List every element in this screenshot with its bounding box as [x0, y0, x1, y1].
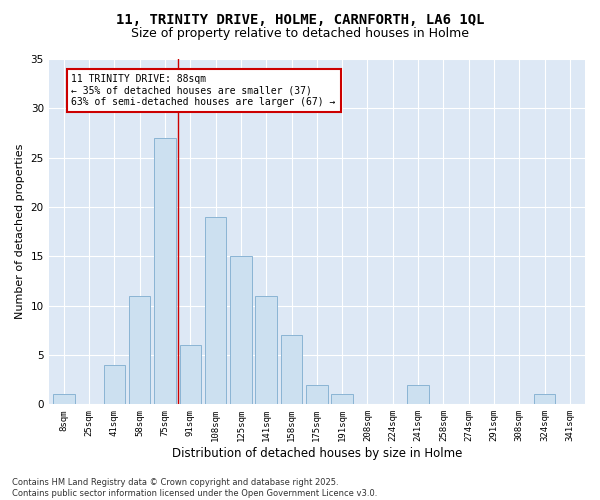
Bar	[179, 345, 201, 405]
Bar	[205, 217, 226, 404]
Bar	[154, 138, 176, 404]
Bar	[256, 296, 277, 405]
Bar	[129, 296, 151, 405]
Bar	[104, 365, 125, 405]
X-axis label: Distribution of detached houses by size in Holme: Distribution of detached houses by size …	[172, 447, 462, 460]
Bar	[331, 394, 353, 404]
Text: 11, TRINITY DRIVE, HOLME, CARNFORTH, LA6 1QL: 11, TRINITY DRIVE, HOLME, CARNFORTH, LA6…	[116, 12, 484, 26]
Text: 11 TRINITY DRIVE: 88sqm
← 35% of detached houses are smaller (37)
63% of semi-de: 11 TRINITY DRIVE: 88sqm ← 35% of detache…	[71, 74, 336, 107]
Y-axis label: Number of detached properties: Number of detached properties	[15, 144, 25, 320]
Bar	[407, 384, 429, 404]
Bar	[281, 336, 302, 404]
Text: Size of property relative to detached houses in Holme: Size of property relative to detached ho…	[131, 28, 469, 40]
Bar	[230, 256, 251, 404]
Bar	[534, 394, 555, 404]
Bar	[306, 384, 328, 404]
Text: Contains HM Land Registry data © Crown copyright and database right 2025.
Contai: Contains HM Land Registry data © Crown c…	[12, 478, 377, 498]
Bar	[53, 394, 74, 404]
